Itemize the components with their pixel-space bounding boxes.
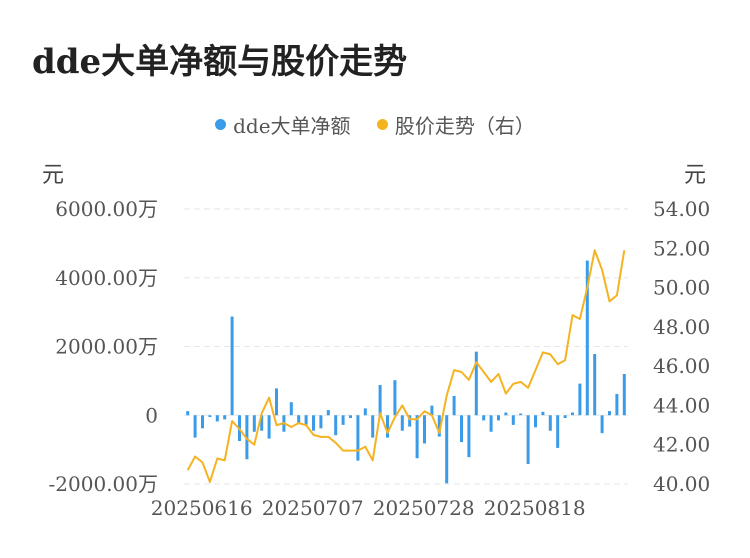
- dde-bar[interactable]: [400, 415, 404, 431]
- dde-bar[interactable]: [297, 415, 301, 424]
- left-tick-label: 4000.00万: [55, 266, 158, 290]
- dde-bar[interactable]: [193, 415, 197, 438]
- dde-bar[interactable]: [275, 388, 278, 416]
- dde-bar[interactable]: [386, 415, 389, 438]
- grid-lines: [184, 208, 628, 485]
- dde-bar[interactable]: [289, 402, 293, 416]
- dde-bar[interactable]: [534, 415, 537, 428]
- x-tick-label: 20250728: [373, 496, 475, 520]
- dde-bar[interactable]: [319, 415, 323, 429]
- dde-bar[interactable]: [230, 316, 234, 416]
- dde-bar[interactable]: [378, 385, 382, 416]
- dde-bar[interactable]: [393, 380, 397, 416]
- dde-bar[interactable]: [571, 412, 574, 416]
- x-tick-label: 20250707: [262, 496, 364, 520]
- dde-bar[interactable]: [201, 415, 204, 429]
- dde-bar[interactable]: [341, 415, 345, 425]
- x-tick-label: 20250616: [151, 496, 253, 520]
- right-tick-label: 52.00: [653, 236, 710, 260]
- right-tick-label: 44.00: [653, 393, 710, 417]
- dde-bar[interactable]: [467, 415, 471, 458]
- price-line-group: [186, 249, 626, 483]
- dde-bar[interactable]: [460, 415, 463, 443]
- dde-bar[interactable]: [504, 412, 508, 416]
- dde-bar[interactable]: [526, 415, 530, 465]
- left-axis-unit: 元: [42, 163, 65, 188]
- dde-bar[interactable]: [519, 413, 523, 416]
- dde-bar[interactable]: [541, 411, 545, 416]
- right-tick-label: 48.00: [653, 315, 710, 339]
- dde-bar[interactable]: [593, 354, 597, 416]
- dde-bar[interactable]: [585, 260, 589, 416]
- dde-bar[interactable]: [423, 415, 426, 444]
- legend-dot-price: [376, 119, 388, 130]
- dde-bar[interactable]: [260, 415, 264, 431]
- dde-bar[interactable]: [186, 411, 190, 416]
- dde-bar[interactable]: [578, 383, 582, 416]
- right-tick-label: 42.00: [653, 433, 710, 457]
- dde-bar[interactable]: [548, 415, 552, 431]
- legend-label-price: 股价走势（右）: [394, 114, 535, 138]
- dde-bar[interactable]: [474, 351, 478, 416]
- x-axis-ticks: 20250616 20250707 20250728 20250818: [151, 496, 586, 520]
- left-tick-label: 2000.00万: [55, 335, 158, 359]
- dde-bar[interactable]: [408, 415, 412, 427]
- dde-bar[interactable]: [497, 415, 500, 421]
- dde-bar[interactable]: [608, 411, 611, 416]
- right-axis-ticks: 40.00 42.00 44.00 46.00 48.00 50.00 52.00 54.00: [653, 197, 710, 496]
- right-tick-label: 40.00: [653, 472, 710, 496]
- dde-bar[interactable]: [445, 415, 449, 484]
- chart-title: dde大单净额与股价走势: [32, 42, 408, 82]
- legend-item-price[interactable]: 股价走势（右）: [376, 110, 535, 139]
- dde-bar[interactable]: [415, 415, 419, 459]
- dde-bar[interactable]: [326, 410, 330, 416]
- right-tick-label: 50.00: [653, 276, 710, 300]
- dde-bar[interactable]: [223, 415, 227, 420]
- dde-bar[interactable]: [334, 415, 338, 436]
- dde-bar[interactable]: [356, 415, 360, 461]
- dde-bar[interactable]: [430, 405, 434, 416]
- legend-item-dde[interactable]: dde大单净额: [215, 110, 351, 139]
- dde-bar[interactable]: [371, 415, 375, 438]
- right-tick-label: 46.00: [653, 354, 710, 378]
- dde-bar[interactable]: [563, 415, 567, 418]
- dde-bars: [186, 260, 626, 484]
- dde-bar[interactable]: [556, 415, 560, 448]
- right-axis-unit: 元: [684, 163, 707, 188]
- left-tick-label: -2000.00万: [49, 472, 158, 496]
- price-line[interactable]: [186, 249, 626, 483]
- dde-bar[interactable]: [312, 415, 315, 431]
- legend-label-dde: dde大单净额: [233, 114, 351, 138]
- left-tick-label: 0: [145, 403, 158, 427]
- dde-bar[interactable]: [452, 396, 456, 416]
- right-tick-label: 54.00: [653, 197, 710, 221]
- dde-bar[interactable]: [304, 415, 308, 425]
- dde-bar[interactable]: [489, 415, 493, 432]
- left-tick-label: 6000.00万: [55, 197, 158, 221]
- dde-bar[interactable]: [615, 393, 619, 416]
- dde-bar[interactable]: [622, 374, 626, 416]
- dde-bar[interactable]: [349, 415, 352, 418]
- dde-bar[interactable]: [363, 408, 367, 416]
- dde-bar[interactable]: [267, 415, 271, 439]
- dde-bar[interactable]: [215, 415, 219, 422]
- x-tick-label: 20250818: [484, 496, 586, 520]
- dde-bar[interactable]: [252, 415, 256, 432]
- left-axis-ticks: -2000.00万 0 2000.00万 4000.00万 6000.00万: [49, 197, 158, 496]
- dde-bar[interactable]: [482, 415, 486, 421]
- dde-bar[interactable]: [437, 415, 441, 437]
- chart-legend: dde大单净额 股价走势（右）: [0, 110, 750, 139]
- legend-dot-dde: [215, 119, 227, 130]
- dde-bar[interactable]: [600, 415, 604, 434]
- dde-bar[interactable]: [511, 415, 515, 425]
- dde-bar[interactable]: [208, 415, 212, 417]
